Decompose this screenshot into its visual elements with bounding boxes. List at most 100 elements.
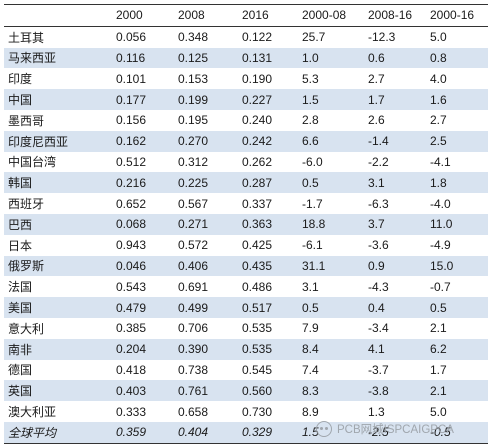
value-cell: 0.270 bbox=[178, 134, 209, 149]
value-cell: 0.9 bbox=[368, 258, 385, 273]
value-cell: 3.7 bbox=[368, 217, 385, 232]
value-cell: 0.943 bbox=[116, 238, 147, 253]
value-cell: 2.1 bbox=[430, 383, 447, 398]
value-cell: 0.162 bbox=[116, 134, 147, 149]
value-cell: -1.7 bbox=[302, 196, 323, 211]
value-cell: -4.9 bbox=[430, 238, 451, 253]
value-cell: 1.7 bbox=[430, 362, 447, 377]
value-cell: 0.761 bbox=[178, 383, 209, 398]
value-cell: 0.572 bbox=[178, 238, 209, 253]
header-row: 2000 2008 2016 2000-08 2008-16 2000-16 bbox=[4, 4, 488, 27]
value-cell: 0.153 bbox=[178, 71, 209, 86]
value-cell: 0.101 bbox=[116, 71, 147, 86]
value-cell: 0.195 bbox=[178, 113, 209, 128]
value-cell: 0.046 bbox=[116, 258, 147, 273]
header-cell-2008: 2008 bbox=[178, 8, 205, 23]
table-row: 西班牙 0.652 0.567 0.337 -1.7 -6.3 -4.0 bbox=[4, 193, 488, 214]
value-cell: 0.652 bbox=[116, 196, 147, 211]
value-cell: -3.4 bbox=[368, 321, 389, 336]
value-cell: 0.359 bbox=[116, 425, 147, 440]
value-cell: -6.1 bbox=[302, 238, 323, 253]
value-cell: -6.3 bbox=[368, 196, 389, 211]
table-row: 土耳其 0.056 0.348 0.122 25.7 -12.3 5.0 bbox=[4, 26, 488, 47]
row-label-cell: 巴西 bbox=[8, 217, 33, 232]
header-cell-2000-08: 2000-08 bbox=[302, 8, 347, 23]
value-cell: 0.390 bbox=[178, 342, 209, 357]
value-cell: 8.3 bbox=[302, 383, 319, 398]
value-cell: 0.706 bbox=[178, 321, 209, 336]
value-cell: 0.5 bbox=[302, 175, 319, 190]
value-cell: 0.333 bbox=[116, 404, 147, 419]
row-label-cell: 土耳其 bbox=[8, 30, 45, 45]
row-label-cell: 西班牙 bbox=[8, 197, 45, 212]
value-cell: 0.216 bbox=[116, 175, 147, 190]
value-cell: 0.406 bbox=[178, 258, 209, 273]
table-row: 法国 0.543 0.691 0.486 3.1 -4.3 -0.7 bbox=[4, 276, 488, 297]
value-cell: 6.6 bbox=[302, 134, 319, 149]
header-cell-2000-16: 2000-16 bbox=[430, 8, 475, 23]
value-cell: 18.8 bbox=[302, 217, 326, 232]
value-cell: 0.738 bbox=[178, 362, 209, 377]
table-row: 中国 0.177 0.199 0.227 1.5 1.7 1.6 bbox=[4, 89, 488, 110]
header-cell-2016: 2016 bbox=[242, 8, 269, 23]
value-cell: 0.312 bbox=[178, 154, 209, 169]
table-row: 澳大利亚 0.333 0.658 0.730 8.9 1.3 5.0 bbox=[4, 401, 488, 422]
value-cell: 4.0 bbox=[430, 71, 447, 86]
header-cell-2008-16: 2008-16 bbox=[368, 8, 413, 23]
header-cell-0 bbox=[4, 5, 104, 27]
row-label-cell: 美国 bbox=[8, 301, 33, 316]
value-cell: 1.0 bbox=[302, 50, 319, 65]
row-label-cell: 韩国 bbox=[8, 176, 33, 191]
value-cell: 2.1 bbox=[430, 321, 447, 336]
value-cell: 0.486 bbox=[242, 279, 273, 294]
value-cell: -2.5 bbox=[368, 425, 389, 440]
value-cell: 0.240 bbox=[242, 113, 273, 128]
value-cell: 0.418 bbox=[116, 362, 147, 377]
value-cell: 4.1 bbox=[368, 342, 385, 357]
watermark-text: PCB网城ISPCAIGPCA bbox=[337, 424, 454, 436]
table-row: 俄罗斯 0.046 0.406 0.435 31.1 0.9 15.0 bbox=[4, 255, 488, 277]
table-row: 美国 0.479 0.499 0.517 0.5 0.4 0.5 bbox=[4, 297, 488, 318]
row-label-cell: 法国 bbox=[8, 280, 33, 295]
value-cell: 8.4 bbox=[302, 342, 319, 357]
table-row: 日本 0.943 0.572 0.425 -6.1 -3.6 -4.9 bbox=[4, 235, 488, 256]
value-cell: 0.404 bbox=[178, 425, 209, 440]
wechat-icon bbox=[316, 421, 332, 437]
value-cell: -3.7 bbox=[368, 362, 389, 377]
value-cell: 0.199 bbox=[178, 92, 209, 107]
value-cell: -0.7 bbox=[430, 279, 451, 294]
value-cell: 5.3 bbox=[302, 71, 319, 86]
value-cell: 0.730 bbox=[242, 404, 273, 419]
value-cell: 0.4 bbox=[368, 300, 385, 315]
table-row: 全球平均 0.359 0.404 0.329 1.5 -2.5 -0.5 bbox=[4, 421, 488, 444]
value-cell: 0.337 bbox=[242, 196, 273, 211]
watermark: PCB网城ISPCAIGPCA bbox=[316, 418, 454, 440]
value-cell: 0.535 bbox=[242, 342, 273, 357]
table-row: 南非 0.204 0.390 0.535 8.4 4.1 6.2 bbox=[4, 338, 488, 360]
value-cell: 0.262 bbox=[242, 154, 273, 169]
value-cell: 0.535 bbox=[242, 321, 273, 336]
value-cell: -0.5 bbox=[430, 425, 451, 440]
value-cell: 0.125 bbox=[178, 50, 209, 65]
value-cell: 7.4 bbox=[302, 362, 319, 377]
value-cell: 0.543 bbox=[116, 279, 147, 294]
value-cell: -4.0 bbox=[430, 196, 451, 211]
value-cell: -4.3 bbox=[368, 279, 389, 294]
row-label-cell: 印度 bbox=[8, 72, 33, 87]
value-cell: 7.9 bbox=[302, 321, 319, 336]
value-cell: 0.5 bbox=[302, 300, 319, 315]
value-cell: 0.122 bbox=[242, 30, 273, 45]
value-cell: 0.499 bbox=[178, 300, 209, 315]
value-cell: 1.6 bbox=[430, 92, 447, 107]
value-cell: 0.6 bbox=[368, 50, 385, 65]
value-cell: 2.8 bbox=[302, 113, 319, 128]
value-cell: 25.7 bbox=[302, 30, 326, 45]
value-cell: 0.177 bbox=[116, 92, 147, 107]
table-row: 印度 0.101 0.153 0.190 5.3 2.7 4.0 bbox=[4, 68, 488, 89]
table-row: 英国 0.403 0.761 0.560 8.3 -3.8 2.1 bbox=[4, 380, 488, 402]
table-row: 韩国 0.216 0.225 0.287 0.5 3.1 1.8 bbox=[4, 172, 488, 194]
value-cell: 2.7 bbox=[430, 113, 447, 128]
value-cell: 2.6 bbox=[368, 113, 385, 128]
row-label-cell: 中国 bbox=[8, 93, 33, 108]
value-cell: 0.479 bbox=[116, 300, 147, 315]
